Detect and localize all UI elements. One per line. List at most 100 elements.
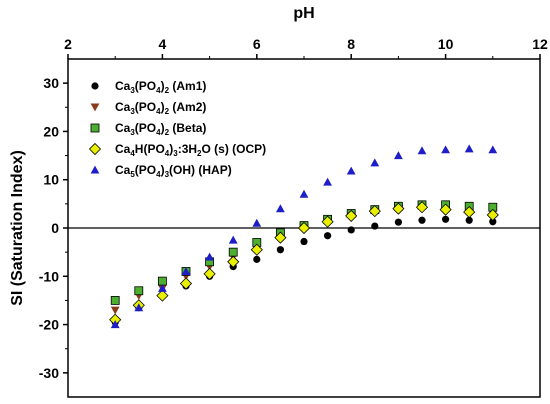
data-point <box>347 226 355 234</box>
data-point <box>158 283 167 292</box>
data-point <box>368 205 381 218</box>
legend-label-part: 3 <box>130 86 135 95</box>
y-tick-label: -20 <box>39 317 59 333</box>
legend-marker <box>91 82 99 90</box>
data-point <box>345 209 358 222</box>
x-tick-label: 8 <box>347 36 355 52</box>
data-point <box>274 231 287 244</box>
data-point <box>394 218 402 226</box>
legend-label-part: 3 <box>165 170 170 179</box>
data-point <box>110 296 120 305</box>
legend-entry: Ca4H(PO4)3:3H2O (s) (OCP) <box>88 142 266 158</box>
data-point <box>134 303 144 312</box>
legend-label-part: ) <box>169 142 173 156</box>
data-point <box>203 267 216 280</box>
legend-label-part: 2 <box>165 128 170 137</box>
data-point <box>252 218 262 227</box>
legend-label-part: H(PO <box>135 142 165 156</box>
y-tick-label: -10 <box>39 268 59 284</box>
data-point <box>179 277 193 290</box>
legend-label: Ca4H(PO4)3:3H2O (s) (OCP) <box>115 142 266 158</box>
data-point <box>418 216 426 224</box>
legend-label: Ca3(PO4)2 (Beta) <box>115 121 206 137</box>
legend-label-part: (PO <box>135 163 156 177</box>
x-tick-label: 12 <box>532 36 548 52</box>
data-point <box>488 145 498 154</box>
legend-label-part: (PO <box>135 121 156 135</box>
legend-label-part: 2 <box>165 86 170 95</box>
data-point <box>370 158 380 167</box>
data-point <box>250 243 263 256</box>
legend-label-part: Ca <box>115 142 131 156</box>
data-point <box>300 237 308 246</box>
data-point <box>299 189 309 198</box>
x-tick-label: 4 <box>159 36 167 52</box>
data-point <box>346 166 356 175</box>
legend-label-part: (Beta) <box>169 121 206 135</box>
x-tick-label: 6 <box>253 36 261 52</box>
legend-marker <box>90 165 100 174</box>
legend-label-part: (OH) (HAP) <box>169 163 232 177</box>
legend-marker <box>90 123 100 133</box>
x-axis-title: pH <box>293 5 314 22</box>
legend-label-part: 3 <box>130 107 135 116</box>
y-tick-label: 20 <box>43 123 59 139</box>
legend-label: Ca3(PO4)2 (Am1) <box>115 79 206 95</box>
legend-entry: Ca3(PO4)2 (Am1) <box>91 79 206 95</box>
data-point <box>157 276 167 286</box>
legend-marker <box>90 103 100 112</box>
data-point <box>276 204 285 213</box>
data-point <box>228 247 238 257</box>
data-point <box>110 320 120 329</box>
data-point <box>392 202 405 215</box>
series-4 <box>109 201 499 326</box>
legend-label-part: (Am2) <box>169 100 206 114</box>
legend-label-part: Ca <box>115 100 131 114</box>
legend-label-part: 4 <box>165 149 170 158</box>
data-point <box>465 216 473 224</box>
legend-label-part: 3 <box>173 149 178 158</box>
data-point <box>463 206 476 219</box>
x-tick-label: 2 <box>64 36 72 52</box>
data-point <box>486 208 499 222</box>
data-point <box>489 218 497 226</box>
x-tick-label: 10 <box>438 36 454 52</box>
data-point <box>371 222 379 230</box>
legend-label-part: 2 <box>197 149 202 158</box>
legend-label-part: 4 <box>156 128 161 137</box>
legend-label-part: 2 <box>165 107 170 116</box>
data-marks <box>109 144 499 329</box>
data-point <box>441 145 450 154</box>
legend-label-part: ) <box>161 121 165 135</box>
data-point <box>227 255 240 268</box>
data-point <box>110 306 120 315</box>
legend-label-part: (Am1) <box>169 79 206 93</box>
legend-label-part: Ca <box>115 79 131 93</box>
legend-label: Ca5(PO4)3(OH) (HAP) <box>115 163 232 179</box>
legend-label-part: 4 <box>156 170 161 179</box>
data-point <box>323 177 332 186</box>
series-3 <box>110 200 498 305</box>
legend-label: Ca3(PO4)2 (Am2) <box>115 100 206 116</box>
data-point <box>464 144 474 153</box>
data-point <box>181 267 191 275</box>
data-point <box>442 215 450 223</box>
legend-label-part: Ca <box>115 163 131 177</box>
data-point <box>394 151 403 160</box>
legend-label-part: (PO <box>135 79 156 93</box>
legend-entry: Ca5(PO4)3(OH) (HAP) <box>90 163 232 179</box>
data-point <box>439 203 452 216</box>
series-2 <box>110 203 498 315</box>
data-point <box>415 201 429 214</box>
legend-label-part: ) <box>161 79 165 93</box>
legend-marker <box>88 142 102 156</box>
legend: Ca3(PO4)2 (Am1)Ca3(PO4)2 (Am2)Ca3(PO4)2 … <box>88 79 266 179</box>
legend-label-part: Ca <box>115 121 131 135</box>
legend-label-part: :3H <box>178 142 197 156</box>
data-point <box>156 289 169 302</box>
legend-label-part: ) <box>161 100 165 114</box>
y-tick-label: 30 <box>43 75 59 91</box>
y-tick-label: 10 <box>43 172 59 188</box>
